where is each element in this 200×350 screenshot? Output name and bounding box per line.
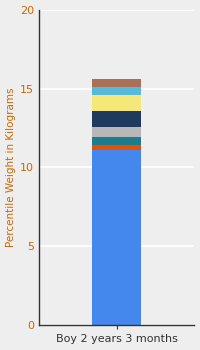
Bar [92,87,141,95]
Y-axis label: Percentile Weight in Kilograms: Percentile Weight in Kilograms [6,88,16,247]
Bar [92,150,141,326]
Bar [92,127,141,138]
Bar [92,145,141,150]
Bar [92,111,141,127]
Bar [92,79,141,87]
Bar [92,95,141,111]
Bar [92,138,141,145]
